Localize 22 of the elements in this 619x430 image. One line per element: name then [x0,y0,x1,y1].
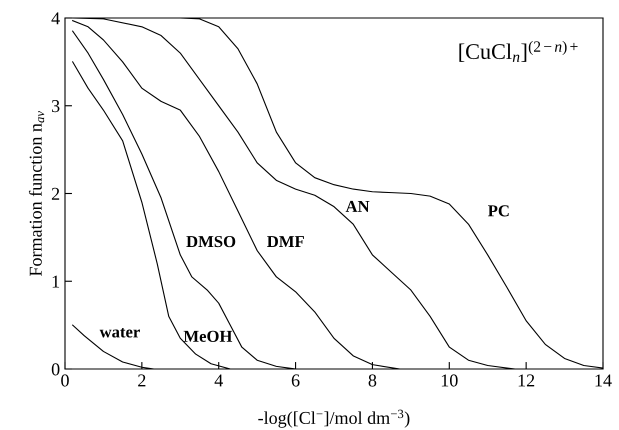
series-label: DMF [267,236,304,248]
x-tick-label: 2 [138,374,146,386]
series-label: MeOH [184,330,232,342]
x-tick-label: 10 [442,374,458,387]
x-tick-label: 6 [292,374,300,387]
series-label: PC [488,205,509,216]
x-tick-label: 14 [596,374,612,386]
y-axis-title: Formation function n$_{av}$ [28,111,44,276]
y-tick-label: 1 [52,276,60,288]
annotation: [CuCl$_{n}$]$^{(2−n)+}$ [459,40,578,62]
y-tick-label: 2 [52,188,60,200]
y-tick-label: 0 [52,363,60,376]
x-tick-label: 0 [61,374,69,387]
y-tick-label: 4 [51,12,60,24]
series-label: AN [346,200,370,212]
x-tick-label: 12 [518,374,534,386]
x-tick-label: 4 [214,374,223,386]
y-tick-label: 3 [52,100,60,112]
x-axis-title: -log([Cl$^{−}$]/mol dm$^{−3}$) [258,410,410,428]
series-label: DMSO [186,236,236,248]
x-tick-label: 8 [368,374,376,387]
series-label: water [100,328,140,338]
